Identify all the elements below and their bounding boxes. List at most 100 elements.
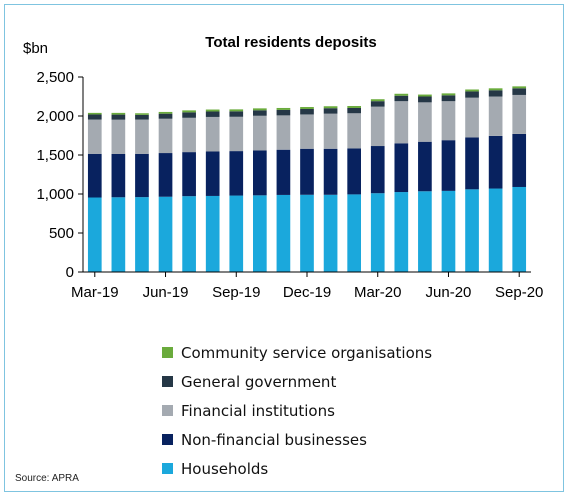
bar-segment bbox=[253, 110, 267, 116]
bar-segment bbox=[441, 101, 456, 141]
legend-swatch bbox=[162, 434, 173, 445]
bar-segment bbox=[87, 114, 102, 120]
bar-segment bbox=[158, 153, 173, 197]
legend-label: Financial institutions bbox=[181, 401, 335, 420]
bar-segment bbox=[465, 91, 479, 98]
bar-segment bbox=[441, 190, 456, 272]
bar-segment bbox=[111, 112, 126, 115]
bar-segment bbox=[182, 110, 196, 113]
bar-segment bbox=[205, 195, 220, 272]
bar-segment bbox=[347, 148, 361, 195]
x-tick-label: Jun-20 bbox=[426, 284, 472, 301]
legend-item: Community service organisations bbox=[162, 338, 432, 367]
bar-segment bbox=[300, 194, 314, 272]
bar-segment bbox=[135, 114, 149, 120]
bar-segment bbox=[135, 153, 149, 198]
legend-swatch bbox=[162, 376, 173, 387]
bar-segment bbox=[111, 197, 126, 272]
bar-segment bbox=[323, 106, 338, 109]
bar-segment bbox=[158, 113, 173, 119]
bar-segment bbox=[182, 112, 196, 118]
chart-title: Total residents deposits bbox=[205, 34, 376, 51]
bar-segment bbox=[323, 113, 338, 149]
bar-segment bbox=[488, 135, 503, 189]
bar-segment bbox=[465, 137, 479, 190]
bar-segment bbox=[229, 111, 244, 117]
legend-swatch bbox=[162, 405, 173, 416]
bar-segment bbox=[300, 148, 314, 195]
y-axis-ticks: 0 500 1,000 1,500 2,000 2,500 bbox=[36, 69, 83, 281]
bar-segment bbox=[158, 118, 173, 154]
bar-segment bbox=[253, 115, 267, 151]
bar-segment bbox=[229, 195, 244, 272]
legend-label: Households bbox=[181, 459, 269, 478]
y-tick-label: 1,000 bbox=[36, 186, 74, 203]
bar-segment bbox=[253, 150, 267, 196]
bar-segment bbox=[394, 93, 409, 96]
bar-segment bbox=[465, 89, 479, 92]
bar-segment bbox=[512, 186, 527, 272]
bar-segment bbox=[370, 146, 385, 194]
bar-segment bbox=[158, 196, 173, 272]
bar-segment bbox=[205, 151, 220, 196]
bar-segment bbox=[276, 107, 291, 110]
legend-label: Non-financial businesses bbox=[181, 430, 367, 449]
bar-segment bbox=[158, 111, 173, 114]
bar-segment bbox=[512, 88, 527, 95]
bar-segment bbox=[276, 149, 291, 195]
bar-segment bbox=[418, 94, 432, 97]
legend-item: Households bbox=[162, 454, 432, 483]
bar-segment bbox=[394, 101, 409, 144]
source-note: Source: APRA bbox=[15, 473, 79, 484]
bar-segment bbox=[300, 114, 314, 149]
x-tick-label: Jun-19 bbox=[143, 284, 189, 301]
bar-segment bbox=[512, 86, 527, 89]
legend-swatch bbox=[162, 347, 173, 358]
bar-segment bbox=[300, 108, 314, 115]
bar-segment bbox=[323, 194, 338, 272]
bar-segment bbox=[87, 197, 102, 272]
bar-segment bbox=[488, 96, 503, 136]
x-axis-ticks: Mar-19 Jun-19 Sep-19 Dec-19 Mar-20 Jun-20 Sep-… bbox=[71, 272, 543, 301]
x-tick-label: Mar-20 bbox=[354, 284, 402, 301]
bar-segment bbox=[347, 107, 361, 114]
bar-segment bbox=[205, 111, 220, 117]
bar-segment bbox=[205, 109, 220, 112]
x-tick-label: Sep-20 bbox=[495, 284, 543, 301]
bar-segment bbox=[182, 152, 196, 197]
bar-segment bbox=[111, 153, 126, 198]
bar-segment bbox=[347, 113, 361, 149]
bar-segment bbox=[253, 195, 267, 272]
bar-segment bbox=[370, 193, 385, 272]
bar-segment bbox=[488, 188, 503, 272]
bars bbox=[87, 86, 527, 272]
legend-item: General government bbox=[162, 367, 432, 396]
bar-segment bbox=[182, 196, 196, 272]
x-tick-label: Mar-19 bbox=[71, 284, 119, 301]
bar-segment bbox=[276, 115, 291, 150]
bar-segment bbox=[441, 93, 456, 96]
y-tick-label: 500 bbox=[49, 225, 74, 242]
bar-segment bbox=[205, 116, 220, 152]
bar-segment bbox=[229, 109, 244, 112]
bar-segment bbox=[229, 151, 244, 196]
bar-segment bbox=[323, 148, 338, 195]
bar-segment bbox=[394, 192, 409, 272]
bar-segment bbox=[87, 153, 102, 198]
bar-segment bbox=[418, 96, 432, 103]
legend-swatch bbox=[162, 463, 173, 474]
stacked-bar-chart: Total residents deposits $bn 0 500 1,000 1,… bbox=[23, 34, 543, 301]
bar-segment bbox=[488, 90, 503, 97]
y-tick-label: 2,500 bbox=[36, 69, 74, 86]
bar-segment bbox=[465, 97, 479, 138]
legend-label: General government bbox=[181, 372, 337, 391]
bar-segment bbox=[111, 119, 126, 154]
x-tick-label: Dec-19 bbox=[283, 284, 331, 301]
bar-segment bbox=[229, 116, 244, 152]
y-tick-label: 2,000 bbox=[36, 108, 74, 125]
legend-item: Non-financial businesses bbox=[162, 425, 432, 454]
bar-segment bbox=[488, 88, 503, 91]
bar-segment bbox=[370, 106, 385, 147]
bar-segment bbox=[323, 108, 338, 114]
legend-label: Community service organisations bbox=[181, 343, 433, 362]
